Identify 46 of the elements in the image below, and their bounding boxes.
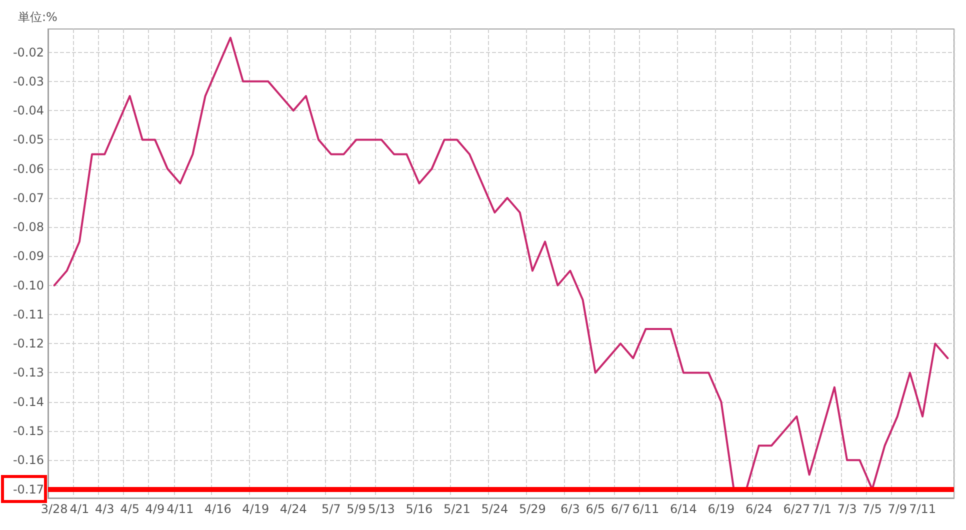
x-tick-label: 5/29 [518, 502, 546, 516]
x-tick-label: 6/7 [610, 502, 630, 516]
y-tick-label: -0.05 [12, 132, 44, 147]
x-tick-label: 5/21 [443, 502, 470, 516]
x-tick-label: 4/9 [145, 502, 165, 516]
x-tick-label: 5/9 [346, 502, 366, 516]
x-tick-label: 6/3 [560, 502, 580, 516]
y-tick-label: -0.09 [12, 249, 44, 264]
x-tick-label: 6/24 [745, 502, 772, 516]
x-tick-label: 5/7 [321, 502, 341, 516]
y-tick-label: -0.16 [12, 453, 44, 468]
x-tick-label: 4/11 [166, 502, 194, 516]
y-tick-label: -0.07 [12, 190, 44, 205]
y-tick-label: -0.02 [12, 45, 44, 60]
y-tick-label: -0.06 [12, 162, 44, 176]
x-tick-label: 7/11 [909, 502, 936, 516]
y-tick-label: -0.03 [12, 74, 44, 88]
x-tick-label: 3/28 [40, 502, 68, 516]
x-tick-label: 4/5 [120, 502, 140, 516]
x-tick-label: 7/1 [812, 502, 832, 516]
x-tick-label: 6/19 [708, 502, 735, 516]
x-tick-label: 6/14 [670, 502, 697, 516]
x-tick-label: 4/1 [70, 502, 90, 516]
y-tick-label: -0.12 [12, 336, 44, 351]
x-tick-label: 6/27 [783, 502, 810, 516]
x-tick-label: 5/13 [368, 502, 395, 516]
y-tick-label: -0.14 [12, 394, 44, 409]
y-tick-label: -0.13 [12, 366, 44, 380]
y-tick-label: -0.11 [12, 307, 44, 322]
x-tick-label: 5/24 [481, 502, 508, 516]
x-tick-label: 6/5 [586, 502, 606, 516]
x-tick-label: 4/16 [204, 502, 232, 516]
x-tick-label: 4/19 [242, 502, 270, 516]
y-tick-label: -0.04 [12, 104, 44, 118]
y-tick-label: -0.10 [12, 278, 44, 292]
x-tick-label: 6/11 [632, 502, 660, 516]
y-tick-label: -0.17 [12, 482, 44, 496]
y-axis-title: 単位:% [18, 10, 58, 24]
x-tick-label: 7/3 [837, 502, 857, 516]
x-tick-label: 4/3 [94, 502, 114, 516]
x-tick-label: 4/24 [280, 502, 307, 516]
x-tick-label: 7/5 [862, 502, 882, 516]
y-tick-label: -0.08 [12, 220, 44, 234]
x-tick-label: 5/16 [406, 502, 433, 516]
y-tick-label: -0.15 [12, 424, 44, 438]
x-tick-label: 7/9 [888, 502, 908, 516]
